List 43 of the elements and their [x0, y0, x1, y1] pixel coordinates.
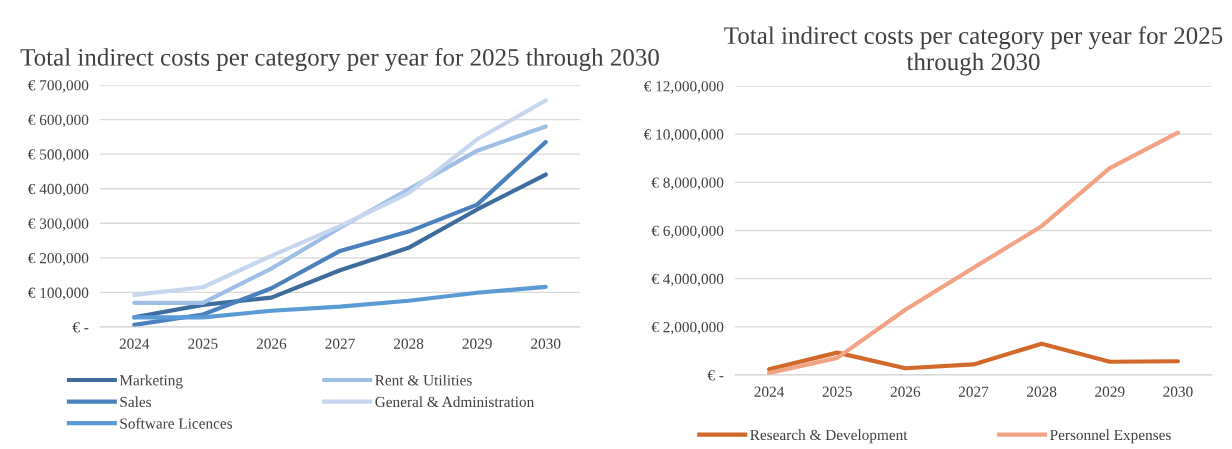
line-series: [132, 98, 548, 297]
line-series: [132, 284, 548, 320]
chart-title: Total indirect costs per category per year for 2025 through 2030: [20, 47, 659, 71]
x-tick-label: 2025: [188, 338, 218, 349]
line-series: [766, 130, 1181, 375]
x-tick-label: 2030: [531, 338, 561, 349]
y-tick-label: € 12,000,000: [643, 81, 724, 94]
legend-label: Software Licences: [120, 417, 233, 429]
x-tick-label: 2026: [890, 386, 921, 397]
x-tick-label: 2027: [325, 338, 355, 349]
legend-label: General & Administration: [375, 396, 535, 408]
x-tick-label: 2024: [119, 338, 150, 349]
legend-label: Sales: [120, 396, 152, 408]
y-tick-label: € 8,000,000: [651, 177, 724, 190]
x-tick-label: 2026: [256, 338, 287, 349]
y-tick-label: € 6,000,000: [651, 225, 724, 239]
y-tick-label: € 10,000,000: [643, 129, 724, 142]
legend-label: Marketing: [119, 374, 183, 389]
x-tick-label: 2030: [1163, 386, 1193, 397]
legend-label: Personnel Expenses: [1050, 429, 1171, 444]
y-tick-label: € 500,000: [28, 149, 89, 162]
legend-label: Research & Development: [750, 429, 908, 444]
x-tick-label: 2029: [462, 338, 492, 349]
y-tick-label: € 200,000: [28, 253, 89, 266]
y-tick-label: € 2,000,000: [651, 321, 724, 335]
line-series: [132, 139, 548, 327]
y-tick-label: € 4,000,000: [651, 273, 724, 287]
y-tick-label: € 400,000: [28, 183, 89, 197]
y-tick-label: € 600,000: [28, 114, 89, 128]
x-tick-label: 2028: [393, 338, 424, 349]
legend-label: Rent & Utilities: [375, 374, 472, 386]
chart-title: Total indirect costs per category per year for 2025 through 2030: [724, 26, 1223, 76]
y-tick-label: € -: [707, 370, 724, 381]
x-tick-label: 2029: [1095, 386, 1125, 397]
line-series: [766, 341, 1181, 372]
y-tick-label: € 300,000: [28, 218, 89, 231]
x-tick-label: 2028: [1027, 386, 1057, 397]
x-tick-label: 2025: [822, 386, 852, 397]
x-tick-label: 2027: [958, 386, 989, 397]
x-tick-label: 2024: [754, 386, 785, 397]
y-tick-label: € 100,000: [28, 287, 89, 301]
y-tick-label: € -: [72, 322, 89, 333]
y-tick-label: € 700,000: [28, 80, 89, 93]
